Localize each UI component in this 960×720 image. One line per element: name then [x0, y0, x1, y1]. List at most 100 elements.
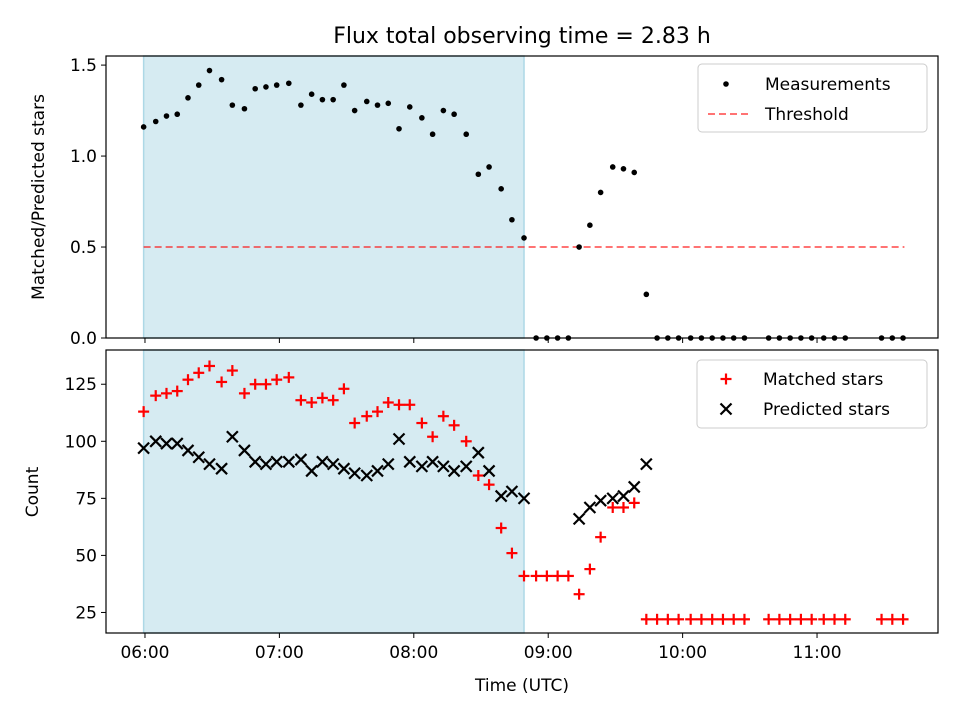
matched-star-point	[706, 613, 718, 625]
matched-star-point	[728, 613, 740, 625]
measurement-point	[229, 102, 236, 108]
chart-title: Flux total observing time = 2.83 h	[333, 24, 711, 49]
matched-star-point	[541, 570, 553, 582]
measurement-point	[174, 111, 181, 118]
matched-star-point	[427, 431, 439, 443]
measurement-point	[273, 82, 280, 88]
star-count-axes-frame	[105, 349, 939, 634]
legend-matched-marker	[720, 373, 732, 385]
predicted-star-point	[294, 453, 308, 466]
predicted-star-point	[360, 469, 374, 482]
matched-star-point	[552, 570, 564, 582]
measurement-point	[475, 171, 482, 178]
measurement-point	[521, 235, 527, 241]
measurement-point	[609, 164, 616, 170]
matched-star-point	[372, 406, 384, 418]
measurement-point	[486, 164, 492, 170]
matched-star-point	[483, 479, 495, 491]
matched-star-point	[662, 613, 674, 625]
matched-star-point	[437, 410, 449, 422]
predicted-star-point	[282, 455, 296, 469]
predicted-star-point	[203, 457, 216, 471]
measurement-point	[597, 189, 604, 196]
predicted-star-point	[627, 480, 641, 494]
matched-star-point	[876, 613, 888, 625]
star-count-y-axis-label: Count	[23, 466, 43, 517]
predicted-star-point	[482, 464, 496, 478]
measurement-point	[631, 169, 638, 176]
measurement-point	[429, 131, 436, 138]
matched-star-point	[773, 613, 785, 625]
measurement-point	[218, 76, 225, 83]
measurement-point	[330, 96, 336, 103]
star-count-legend: Matched stars Predicted stars	[696, 359, 928, 429]
matched-star-point	[530, 570, 542, 582]
flux-ratio-panel: 0.0 0.5 1.0 1.5 Matched/Predicted stars Mea…	[29, 55, 939, 349]
flux-ratio-y-tick-label: 1.5	[70, 56, 97, 76]
measurement-point	[152, 118, 159, 125]
matched-star-point	[886, 613, 898, 625]
matched-star-point	[763, 613, 775, 625]
matched-star-point	[271, 374, 283, 386]
measurement-point	[451, 111, 457, 118]
flux-ratio-legend-box	[697, 63, 928, 133]
matched-star-point	[338, 383, 350, 395]
measurement-point	[406, 104, 413, 110]
matched-star-point	[295, 394, 307, 406]
star-count-shaded-span	[142, 349, 525, 634]
measurement-point	[140, 124, 147, 130]
x-axis-label: Time (UTC)	[474, 676, 569, 696]
legend-threshold-label: Threshold	[764, 105, 849, 125]
matched-star-point	[784, 613, 796, 625]
measurement-point	[285, 80, 292, 87]
matched-star-point	[150, 390, 162, 402]
matched-star-point	[260, 378, 272, 390]
measurement-point	[363, 98, 370, 105]
predicted-star-point	[181, 444, 195, 457]
x-tick-label: 09:00	[524, 643, 573, 663]
matched-star-point	[818, 613, 830, 625]
matched-star-point	[607, 501, 619, 513]
measurement-point	[241, 105, 248, 112]
measurement-point	[298, 102, 304, 108]
matched-star-point	[138, 406, 150, 418]
matched-star-point	[617, 501, 629, 513]
predicted-star-point	[594, 494, 607, 507]
matched-star-point	[651, 613, 663, 625]
measurement-point	[498, 186, 504, 192]
flux-ratio-y-tick-label: 0.0	[70, 329, 97, 349]
measurement-point	[396, 125, 402, 132]
matched-star-point	[640, 613, 652, 625]
matched-star-point	[685, 613, 697, 625]
measurement-point	[587, 222, 593, 228]
predicted-star-point	[494, 489, 508, 503]
measurement-point	[351, 107, 358, 114]
matched-star-point	[897, 613, 909, 625]
predicted-star-point	[640, 457, 653, 471]
matched-star-point	[306, 396, 318, 408]
matched-star-point	[361, 410, 373, 422]
matched-star-point	[673, 613, 685, 625]
predicted-star-point	[403, 455, 417, 469]
x-tick-label: 10:00	[658, 643, 707, 663]
matched-star-point	[226, 365, 238, 377]
legend-measurements-label: Measurements	[765, 75, 891, 95]
flux-ratio-y-axis-label: Matched/Predicted stars	[29, 94, 49, 300]
star-count-legend-box	[696, 359, 928, 429]
flux-ratio-y-tick-label: 1.0	[70, 147, 97, 167]
matched-star-point	[249, 378, 261, 390]
predicted-star-point	[170, 437, 184, 450]
measurement-point	[252, 85, 258, 92]
measurement-point	[185, 95, 191, 101]
star-count-panel: 25 50 75 100 125 06:00 07:00 08:00 09:00 10:00 11:…	[23, 349, 939, 696]
measurement-point	[463, 131, 470, 138]
predicted-star-point	[248, 455, 262, 469]
matched-star-point	[160, 387, 172, 399]
predicted-star-point	[472, 446, 485, 459]
flux-ratio-shaded-span	[142, 55, 525, 339]
flux-ratio-axes-frame	[105, 55, 939, 339]
predicted-star-point	[259, 457, 273, 471]
star-count-y-tick-label: 25	[75, 603, 97, 623]
predicted-star-point	[505, 485, 519, 498]
predicted-star-point	[337, 462, 351, 475]
